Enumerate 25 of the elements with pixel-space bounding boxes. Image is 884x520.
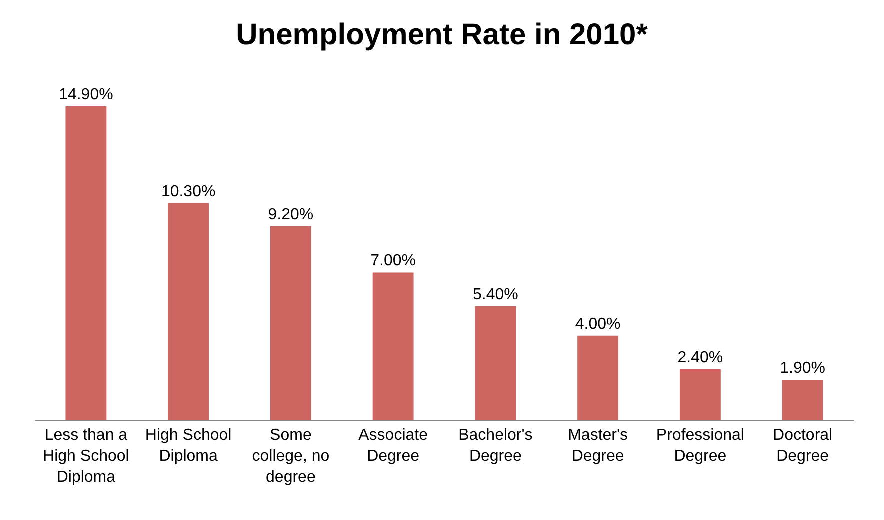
bar [168,203,210,420]
x-tick-label: Some college, no degree [252,427,330,486]
x-tick-label: Associate Degree [358,427,428,465]
data-label: 1.90% [780,360,826,378]
bar [270,226,312,420]
chart-title: Unemployment Rate in 2010* [236,18,648,52]
bar [578,336,619,420]
data-label: 2.40% [678,350,724,366]
data-label: 7.00% [370,252,416,270]
data-label: 14.90% [59,86,114,104]
data-label: 10.30% [161,183,216,200]
bar [475,306,516,420]
data-label: 5.40% [472,286,518,304]
bar [782,380,824,420]
data-label: 9.20% [268,206,314,224]
x-tick-label: Professional Degree [656,427,744,465]
x-tick-label: Bachelor's Degree [458,427,533,465]
x-tick-label: Master's Degree [568,427,628,465]
x-tick-label: Less than a High School Diploma [43,427,130,486]
x-tick-label: Doctoral Degree [773,427,833,465]
bar [680,370,721,420]
bar [66,106,107,420]
x-tick-label: High School Diploma [145,427,232,465]
bar [372,272,414,420]
data-label: 4.00% [575,316,621,333]
